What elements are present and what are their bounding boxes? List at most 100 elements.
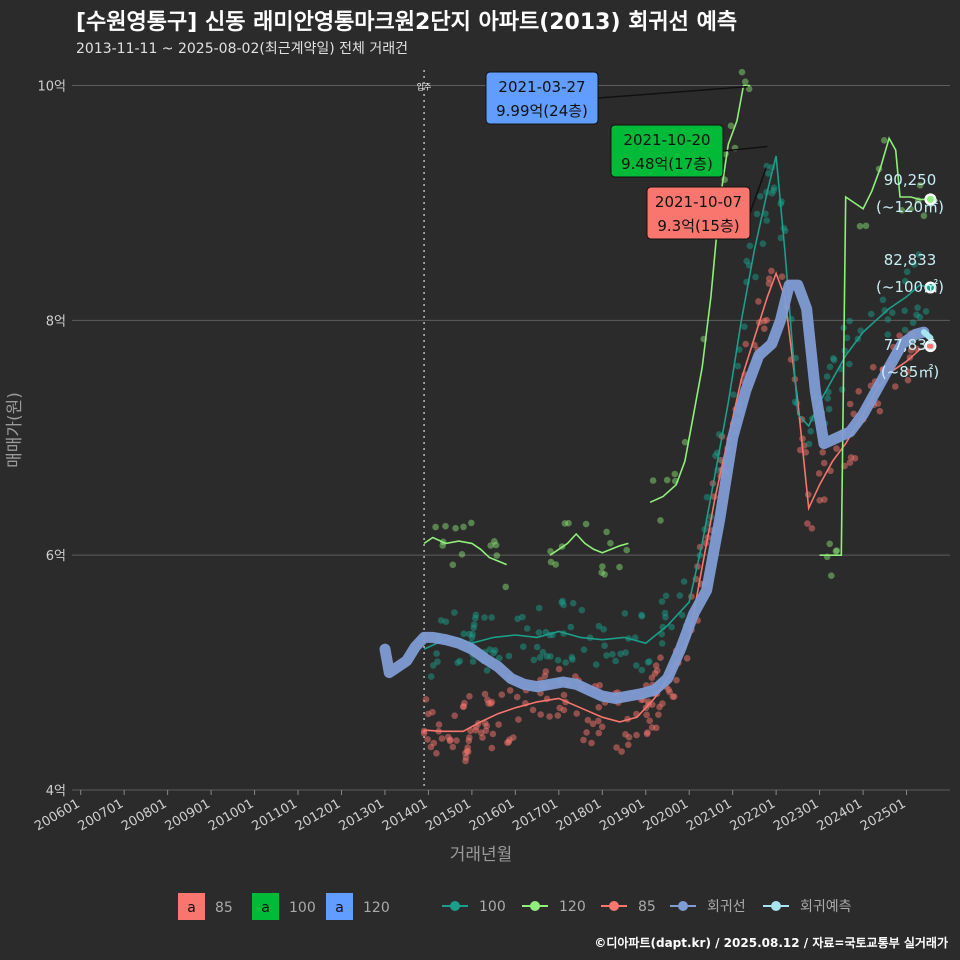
scatter-point-100: [763, 217, 770, 224]
scatter-point-100: [824, 395, 831, 402]
y-tick-label: 8억: [46, 314, 66, 329]
endpoint-value: 90,250: [884, 171, 937, 189]
endpoint-area: (~85㎡): [881, 363, 939, 381]
scatter-point-100: [741, 323, 748, 331]
scatter-point-85: [846, 459, 854, 467]
scatter-point-100: [520, 643, 527, 650]
scatter-point-100: [759, 240, 767, 247]
x-tick-label: 202201: [728, 796, 778, 834]
scatter-point-100: [595, 622, 603, 630]
scatter-point-85: [537, 711, 544, 718]
scatter-point-100: [601, 642, 608, 649]
x-tick-label: 201201: [293, 796, 343, 834]
scatter-point-100: [658, 640, 666, 647]
callout-box: [485, 71, 599, 125]
scatter-point-85: [820, 459, 828, 467]
scatter-point-85: [833, 445, 840, 452]
scatter-point-100: [533, 643, 541, 651]
scatter-point-100: [469, 658, 477, 665]
scatter-point-85: [529, 706, 537, 714]
scatter-point-120: [603, 528, 610, 536]
scatter-point-85: [761, 325, 768, 333]
x-tick-label: 201601: [467, 796, 517, 834]
y-tick-label: 6억: [46, 549, 66, 564]
scatter-point-100: [826, 363, 834, 371]
chart-title: [수원영통구] 신동 래미안영통마크원2단지 아파트(2013) 회귀선 예측: [76, 10, 738, 35]
scatter-point-120: [907, 205, 914, 213]
scatter-point-100: [903, 268, 911, 276]
endpoint-area: (~100㎡): [876, 278, 944, 296]
scatter-point-85: [488, 744, 496, 752]
scatter-point-85: [477, 729, 485, 736]
scatter-point-120: [601, 571, 608, 578]
scatter-point-100: [559, 597, 566, 605]
legend-label: 100: [289, 900, 316, 916]
scatter-point-100: [454, 659, 462, 666]
scatter-point-85: [644, 729, 651, 736]
scatter-point-100: [617, 650, 624, 658]
scatter-point-120: [561, 520, 569, 527]
scatter-point-100: [490, 649, 498, 657]
scatter-point-85: [462, 749, 469, 757]
scatter-point-120: [432, 523, 439, 531]
x-tick-label: 201501: [423, 796, 473, 834]
x-tick-label: 201301: [336, 796, 386, 834]
callout-value: 9.48억(17층): [621, 155, 713, 173]
scatter-point-85: [669, 693, 677, 700]
scatter-point-100: [762, 210, 769, 217]
scatter-point-100: [668, 623, 675, 631]
callout-date: 2021-03-27: [498, 78, 585, 96]
regression-line: [379, 279, 930, 704]
scatter-point-120: [663, 476, 671, 484]
scatter-point-120: [832, 548, 840, 555]
scatter-point-100: [777, 234, 785, 242]
scatter-point-100: [433, 650, 440, 657]
scatter-point-120: [856, 222, 864, 230]
x-tick-label: 202001: [641, 796, 691, 834]
scatter-point-85: [655, 711, 662, 718]
x-tick-label: 201901: [597, 796, 647, 834]
legend-label: 85: [215, 900, 233, 916]
scatter-point-120: [547, 558, 555, 566]
scatter-point-85: [588, 739, 595, 747]
scatter-point-120: [727, 122, 735, 130]
scatter-point-85: [495, 721, 502, 728]
scatter-point-100: [658, 598, 666, 605]
legend-label: 85: [638, 899, 656, 915]
forecast-line: [920, 329, 934, 341]
scatter-point-85: [498, 691, 506, 698]
scatter-point-85: [765, 280, 773, 287]
scatter-point-100: [539, 648, 547, 656]
scatter-point-85: [904, 368, 911, 375]
scatter-point-85: [665, 686, 672, 693]
scatter-point-100: [830, 355, 837, 362]
scatter-point-100: [460, 630, 468, 638]
scatter-point-100: [568, 653, 576, 661]
scatter-point-85: [765, 275, 773, 283]
scatter-point-85: [657, 654, 664, 661]
scatter-point-85: [907, 347, 915, 354]
series-line-100: [423, 155, 931, 650]
scatter-point-85: [653, 667, 661, 674]
scatter-point-100: [434, 658, 441, 665]
scatter-point-120: [493, 552, 501, 559]
scatter-point-100: [889, 309, 896, 317]
scatter-point-85: [778, 273, 786, 281]
scatter-point-85: [459, 703, 467, 710]
scatter-point-100: [612, 657, 619, 665]
scatter-point-120: [502, 583, 510, 591]
scatter-point-85: [768, 267, 775, 275]
scatter-point-100: [567, 623, 575, 631]
scatter-point-100: [846, 360, 853, 368]
scatter-point-100: [901, 326, 909, 334]
scatter-point-85: [487, 700, 495, 707]
scatter-point-100: [730, 391, 737, 399]
scatter-point-100: [496, 654, 503, 662]
scatter-point-85: [438, 735, 446, 742]
series-line-120: [423, 536, 508, 566]
scatter-point-120: [681, 438, 689, 446]
scatter-point-120: [616, 563, 623, 571]
scatter-point-85: [804, 520, 811, 527]
x-tick-label: 202301: [771, 796, 821, 834]
